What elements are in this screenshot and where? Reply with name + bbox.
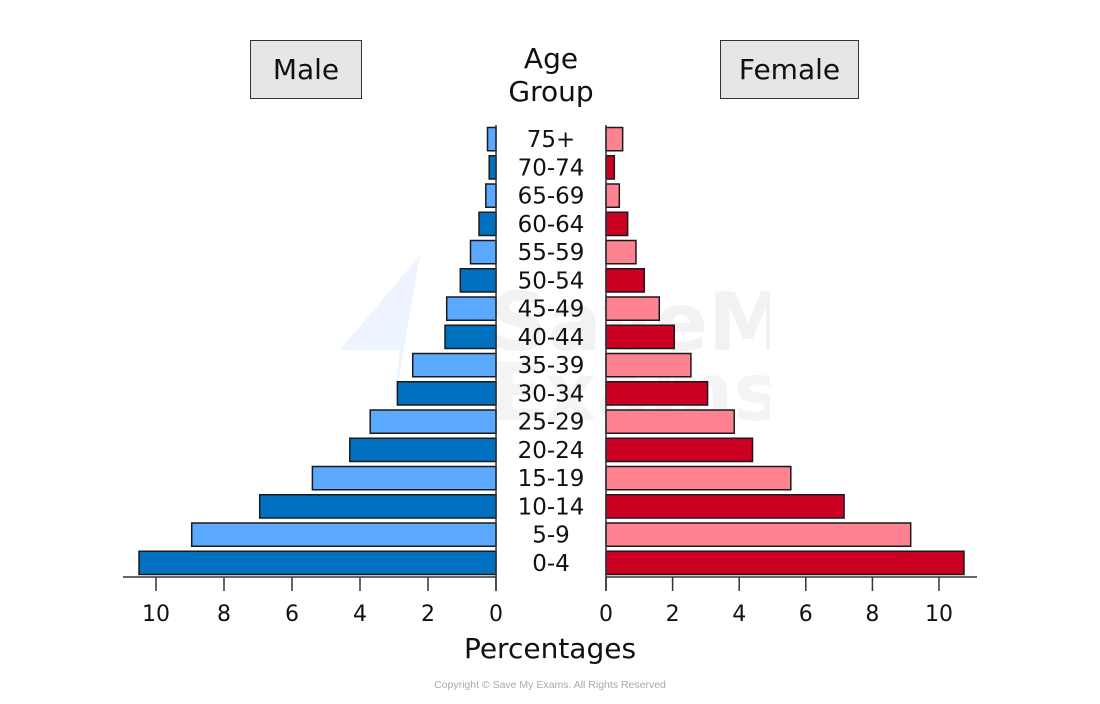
female-bar: [605, 183, 621, 208]
female-bar: [605, 268, 646, 293]
age-group-label: 60-64: [518, 212, 585, 238]
age-group-label: 0-4: [532, 551, 570, 577]
x-axis-label: Percentages: [463, 632, 637, 665]
male-x-tick-label: 8: [217, 602, 231, 627]
female-x-tick-label: 2: [666, 602, 680, 627]
female-x-tick-label: 10: [925, 602, 953, 627]
female-x-tick-label: 4: [732, 602, 746, 627]
male-bar: [469, 239, 497, 265]
age-group-label: 40-44: [518, 325, 585, 351]
male-bar: [311, 465, 497, 491]
age-group-label: 50-54: [518, 268, 585, 294]
female-bar: [605, 352, 692, 378]
male-x-tick-label: 4: [353, 602, 367, 627]
male-bar: [411, 352, 497, 378]
age-group-label: 45-49: [518, 297, 585, 323]
copyright-text: Copyright © Save My Exams. All Rights Re…: [434, 679, 666, 691]
female-x-tick-label: 8: [865, 602, 879, 627]
age-group-label: 55-59: [518, 240, 585, 266]
female-bar: [605, 381, 709, 406]
male-bar: [485, 183, 497, 208]
age-group-label: 65-69: [518, 184, 585, 210]
female-bar: [605, 126, 624, 152]
female-label: Female: [738, 53, 841, 86]
male-label: Male: [272, 53, 340, 86]
male-bar: [488, 155, 497, 180]
male-x-tick-label: 6: [285, 602, 299, 627]
age-group-label: 20-24: [518, 438, 585, 464]
male-x-tick-label: 2: [421, 602, 435, 627]
age-group-header-line2: Group: [508, 75, 594, 108]
female-bar: [605, 465, 792, 491]
female-bar: [605, 211, 629, 237]
male-bar: [190, 522, 497, 547]
male-bar: [486, 126, 497, 152]
age-group-header-line1: Age: [523, 42, 579, 75]
age-group-header: Age Group: [496, 42, 606, 108]
male-bar: [478, 211, 497, 237]
male-bar: [396, 381, 497, 406]
female-x-tick-label: 6: [799, 602, 813, 627]
female-bar: [605, 155, 616, 180]
age-group-label: 25-29: [518, 410, 585, 436]
age-group-label: 30-34: [518, 381, 585, 407]
age-group-label: 70-74: [518, 155, 585, 181]
female-bar: [605, 409, 735, 434]
male-legend-box: Male: [250, 40, 362, 99]
age-group-label: 5-9: [532, 523, 570, 549]
female-bar: [605, 437, 754, 463]
female-bar: [605, 239, 637, 265]
male-bar: [138, 550, 497, 576]
female-bar: [605, 324, 676, 350]
male-bar: [459, 268, 497, 293]
female-x-tick-label: 0: [599, 602, 613, 627]
age-group-label: 15-19: [518, 466, 585, 492]
age-group-label: 35-39: [518, 353, 585, 379]
male-bar: [445, 296, 497, 321]
male-bar: [444, 324, 497, 350]
male-bar: [349, 437, 497, 463]
female-legend-box: Female: [720, 40, 859, 99]
male-bar: [369, 409, 497, 434]
female-bar: [605, 296, 661, 321]
age-group-label: 10-14: [518, 494, 585, 520]
male-x-tick-label: 10: [142, 602, 170, 627]
age-group-label: 75+: [527, 127, 576, 153]
male-bar: [258, 494, 497, 519]
female-bar: [605, 494, 845, 519]
female-bar: [605, 522, 912, 547]
male-x-tick-label: 0: [489, 602, 503, 627]
female-bar: [605, 550, 965, 576]
